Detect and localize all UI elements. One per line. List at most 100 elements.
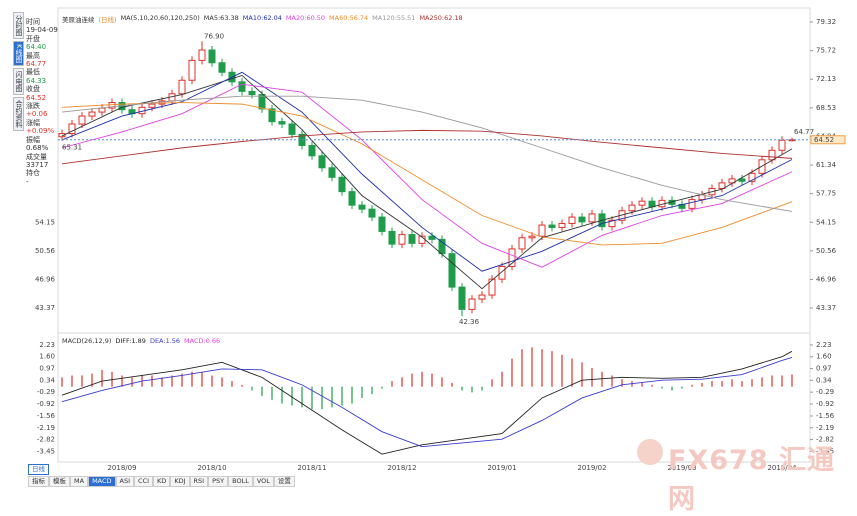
view-tab[interactable]: 分时图: [13, 12, 24, 39]
toolbar-tab[interactable]: MACD: [88, 476, 116, 487]
last-price-box: [810, 135, 846, 145]
candle-body: [98, 107, 106, 113]
y-tick-label-left: 50.56: [35, 247, 56, 255]
high-label: 64.77: [794, 128, 814, 136]
frame: [57, 7, 811, 463]
y-tick-label: 1.60: [816, 353, 832, 361]
toolbar-tab[interactable]: VOL: [252, 476, 274, 487]
toolbar-tab[interactable]: BOLL: [228, 476, 253, 487]
view-tab[interactable]: K线图: [13, 41, 24, 66]
legend-entry: DIFF:1.89: [115, 337, 146, 345]
peak-label: 76.90: [204, 32, 224, 40]
legend-entry: MA20:60.50: [285, 14, 326, 22]
y-tick-label: 50.56: [816, 247, 837, 255]
info-value: 0.68%: [26, 144, 49, 153]
candle-body: [748, 172, 756, 182]
candle-body: [488, 278, 496, 296]
candle-body: [408, 234, 416, 244]
candle-body: [428, 235, 436, 240]
toolbar-tab[interactable]: 模板: [49, 476, 70, 487]
info-label: 振幅: [26, 135, 40, 144]
macd-legend: MACD(26,12,9) DIFF:1.89 DEA:1.56 MACD:0.66: [62, 337, 220, 345]
toolbar-tab[interactable]: 设置: [273, 476, 295, 487]
candle-body: [88, 111, 96, 117]
y-tick-label-left: 0.34: [39, 376, 55, 384]
candle-body: [608, 219, 616, 228]
toolbar-tab[interactable]: KD: [153, 476, 171, 487]
y-tick-label: 54.15: [816, 218, 836, 226]
ma-line: [61, 129, 793, 165]
toolbar-tab[interactable]: 指标: [28, 476, 49, 487]
y-tick-label: 79.32: [816, 18, 836, 26]
candle-body: [398, 234, 406, 245]
info-item: 最低 64.33: [26, 68, 58, 85]
info-item: 最高 64.77: [26, 52, 58, 69]
info-item: 收盘 64.52: [26, 85, 58, 102]
toolbar-tab[interactable]: ASI: [115, 476, 135, 487]
subtitle: (日线): [98, 16, 117, 24]
x-tick-label: 2019/04: [767, 464, 797, 472]
y-tick-label: 57.75: [816, 190, 836, 198]
candle-body: [58, 133, 66, 138]
info-value: -: [26, 177, 29, 186]
candle-body: [568, 216, 576, 224]
y-tick-label-left: -2.19: [37, 424, 55, 432]
toolbar-tab[interactable]: RSI: [189, 476, 209, 487]
view-tab[interactable]: 闪电图: [13, 67, 24, 95]
info-item: 涨跌 +0.06: [26, 102, 58, 119]
legend-entry: DEA:1.56: [149, 337, 181, 345]
toolbar-tab[interactable]: KDJ: [170, 476, 190, 487]
info-label: 涨跌: [26, 102, 40, 111]
y-tick-label-left: 46.96: [35, 275, 56, 283]
y-tick-label: -2.19: [816, 424, 834, 432]
y-tick-label: 0.34: [816, 376, 832, 384]
candle-body: [458, 286, 466, 310]
legend-entry: MA10:62.04: [242, 14, 282, 22]
candle-body: [288, 123, 296, 135]
info-value: 64.77: [26, 60, 47, 69]
candle-body: [318, 155, 326, 169]
y-tick-label: -3.45: [816, 447, 834, 455]
y-tick-label: 46.96: [816, 275, 837, 283]
candle-body: [478, 294, 486, 300]
candle-body: [238, 81, 246, 92]
start-label: 65.31: [62, 144, 82, 152]
info-value: 64.40: [26, 43, 47, 52]
x-tick-label: 2019/01: [487, 464, 516, 472]
candle-body: [108, 102, 116, 109]
y-tick-label-left: -1.56: [37, 412, 56, 420]
candle-body: [628, 204, 636, 212]
info-value: +0.06: [26, 110, 48, 119]
info-label: 最高: [26, 51, 40, 60]
toolbar-tab[interactable]: PSY: [208, 476, 229, 487]
view-tab[interactable]: 合约资料: [13, 96, 24, 131]
x-tick-label: 2018/10: [197, 464, 226, 472]
candle-body: [508, 248, 516, 267]
y-tick-label: -0.92: [816, 400, 834, 408]
ma-line: [61, 102, 793, 246]
chart: 79.3275.7272.1368.5364.9461.3457.7554.15…: [35, 7, 846, 472]
info-item: 开盘 64.40: [26, 35, 58, 52]
info-label: 涨幅: [26, 118, 40, 127]
candle-body: [528, 235, 536, 239]
candle-body: [338, 176, 346, 193]
legend-entry: MACD:0.66: [184, 337, 221, 345]
candle-body: [278, 121, 286, 125]
x-tick-label: 2018/12: [387, 464, 416, 472]
info-value: 64.52: [26, 93, 47, 102]
info-label: 时间: [26, 18, 40, 26]
info-item: 振幅 0.68%: [26, 136, 58, 153]
y-tick-label: 61.34: [816, 161, 837, 169]
candle-body: [448, 253, 456, 288]
period-tab[interactable]: 日线: [28, 464, 49, 475]
toolbar-tab[interactable]: CCI: [134, 476, 154, 487]
candle-body: [378, 216, 386, 232]
candle-body: [728, 178, 736, 184]
candle-body: [308, 144, 316, 157]
candle-body: [328, 167, 336, 178]
ma-line: [61, 74, 793, 290]
info-label: 开盘: [26, 34, 40, 43]
toolbar-tab[interactable]: MA: [70, 476, 89, 487]
candle-body: [388, 230, 396, 245]
legend-entry: MA5:63.38: [203, 14, 239, 22]
